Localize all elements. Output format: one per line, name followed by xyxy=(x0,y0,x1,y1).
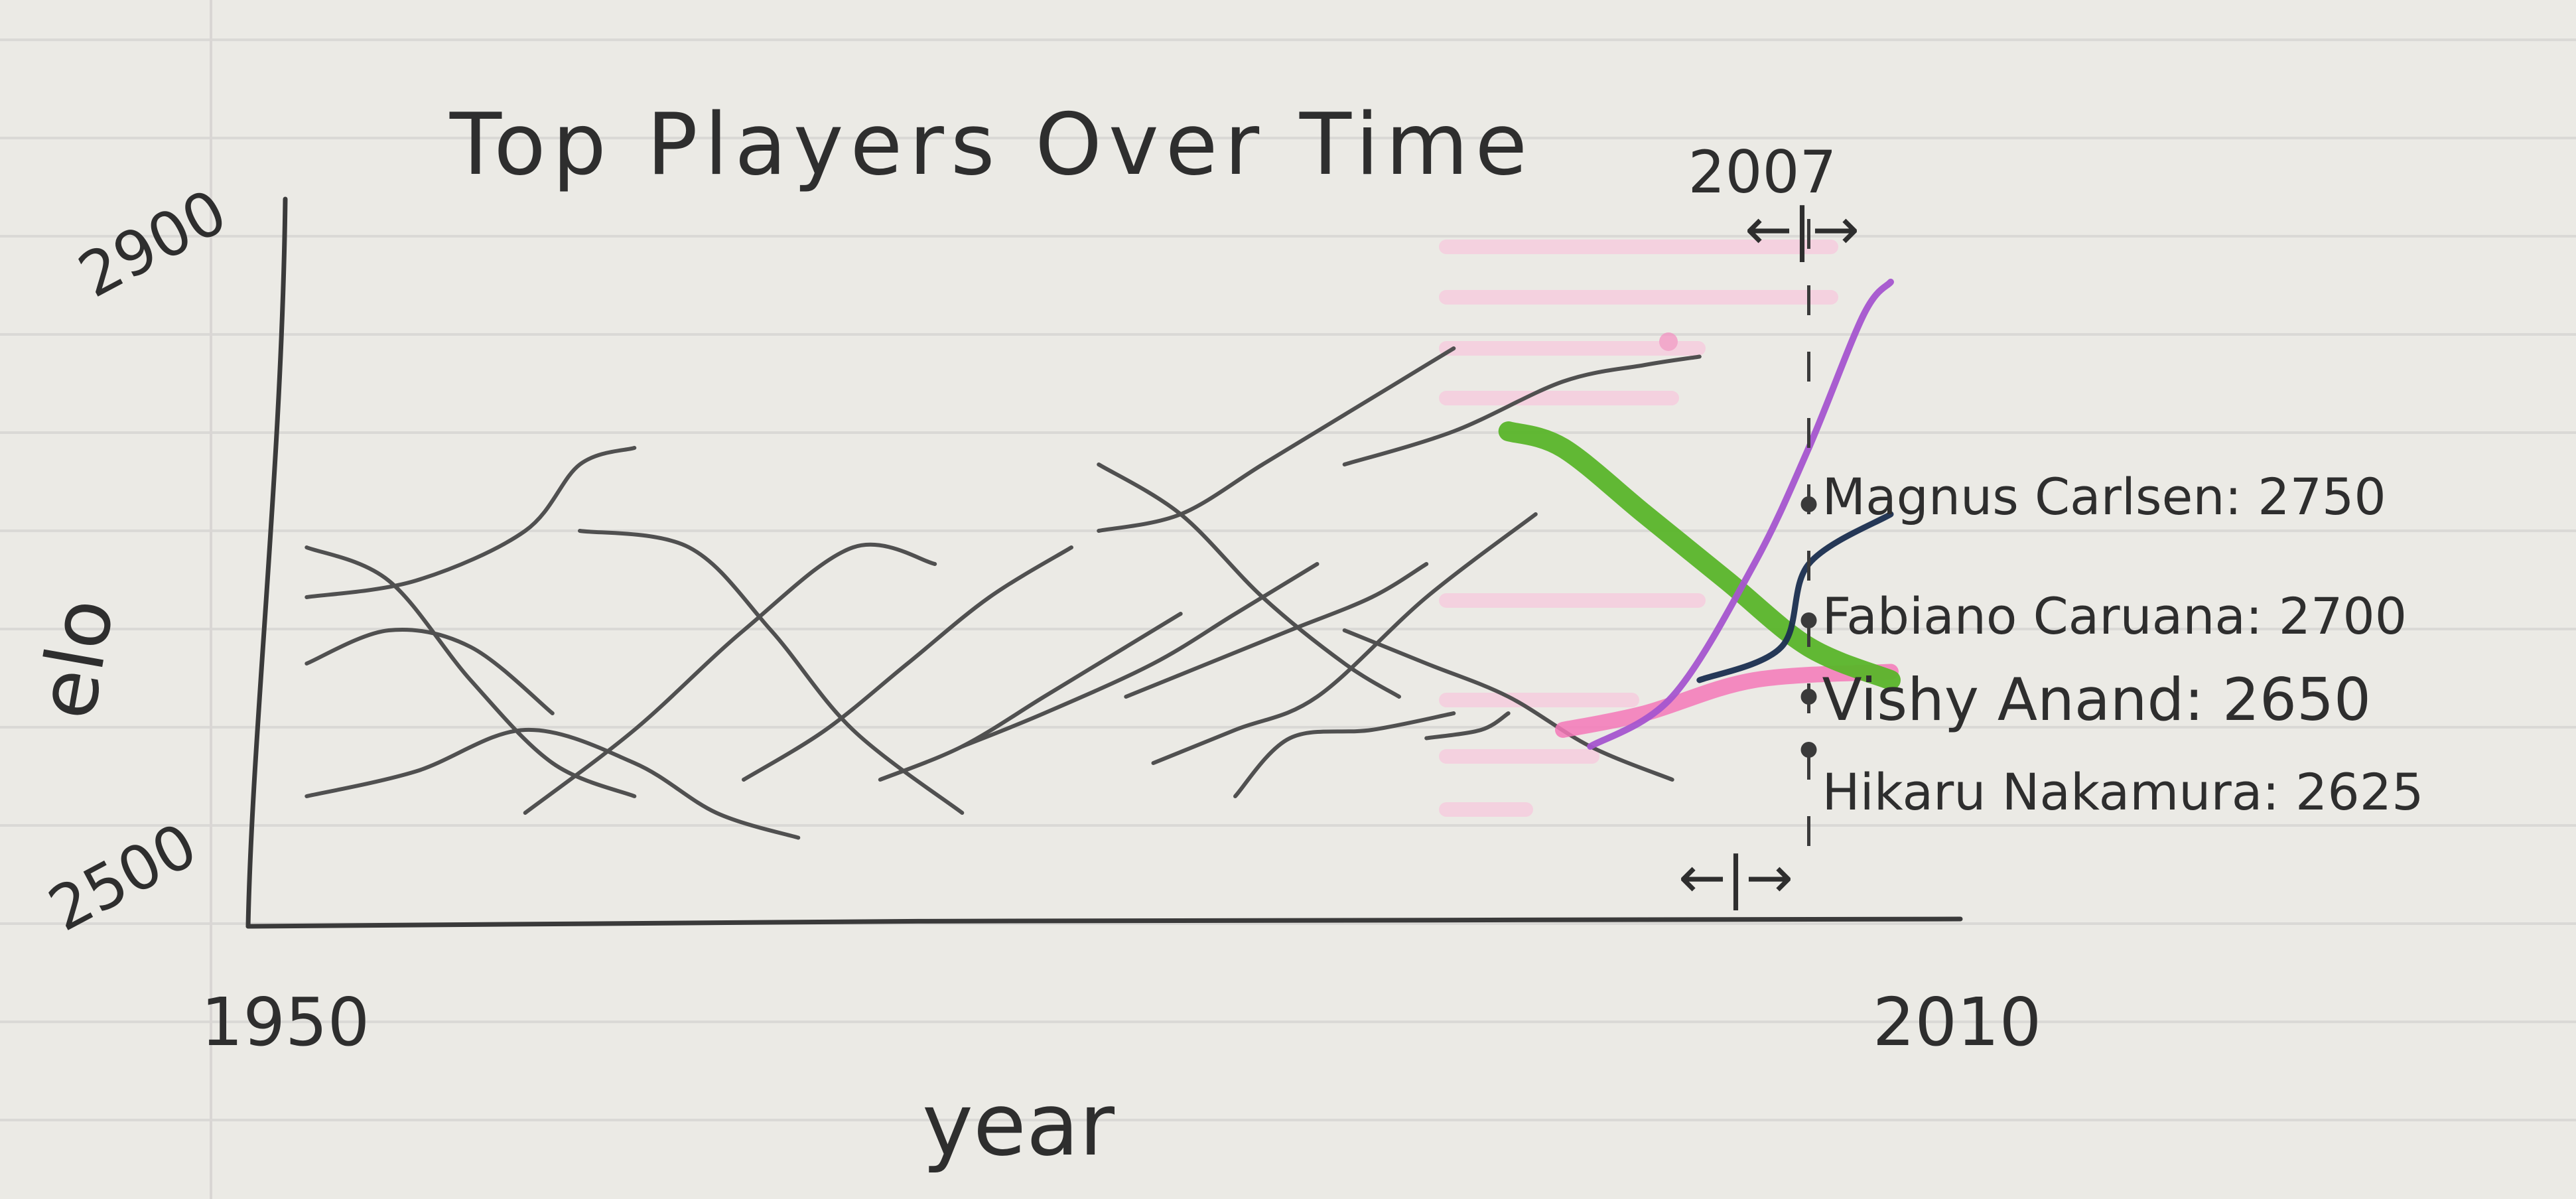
year-marker[interactable]: 2007 ←|→ ←|→ xyxy=(1678,138,1860,911)
marker-dot-magnus-carlsen xyxy=(1800,496,1817,512)
x-tick-left: 1950 xyxy=(201,983,370,1061)
background-series-line-15 xyxy=(1342,628,1674,782)
y-axis-label: elo xyxy=(21,592,132,726)
chart-title: Top Players Over Time xyxy=(449,96,1534,194)
background-series-line-4 xyxy=(305,446,637,599)
pink-underlay xyxy=(1439,240,1838,817)
background-series-line-8 xyxy=(878,612,1183,782)
background-series-line-14 xyxy=(1233,711,1456,798)
series-line-vishy-anand[interactable] xyxy=(1498,421,1901,690)
background-series-line-13 xyxy=(1151,512,1538,765)
year-marker-label: 2007 xyxy=(1688,138,1837,206)
series-label-hikaru-nakamura: Hikaru Nakamura: 2625 xyxy=(1822,762,2424,821)
background-series-line-17 xyxy=(1424,711,1511,741)
background-series-line-5 xyxy=(523,542,937,815)
background-series-line-10 xyxy=(1097,346,1456,533)
background-series-line-12 xyxy=(1124,562,1429,699)
x-axis-label: year xyxy=(922,1074,1115,1175)
x-axis xyxy=(245,916,1963,929)
marker-dot-vishy-anand xyxy=(1800,689,1817,705)
series-label-fabiano-caruana: Fabiano Caruana: 2700 xyxy=(1822,587,2407,646)
background-series-line-7 xyxy=(742,545,1073,782)
series-label-vishy-anand: Vishy Anand: 2650 xyxy=(1822,666,2372,734)
background-series-line-11 xyxy=(1097,462,1401,699)
series-label-magnus-carlsen: Magnus Carlsen: 2750 xyxy=(1822,467,2386,526)
background-series-line-3 xyxy=(305,727,801,840)
ruled-lines xyxy=(0,38,2576,1121)
marker-dot-hikaru-nakamura xyxy=(1800,742,1817,758)
background-series-line-6 xyxy=(578,529,965,815)
background-series-line-2 xyxy=(305,627,555,715)
series-line-fabiano-caruana[interactable] xyxy=(1696,511,1894,683)
x-tick-right: 2010 xyxy=(1873,983,2042,1061)
background-series-line-16 xyxy=(1342,354,1702,466)
series-line-magnus-carlsen[interactable] xyxy=(1587,279,1894,750)
highlight-lines xyxy=(1498,279,1901,750)
background-lines xyxy=(305,346,1702,840)
year-marker-bottom-arrows[interactable]: ←|→ xyxy=(1678,845,1793,911)
y-axis xyxy=(245,196,288,929)
marker-dot-fabiano-caruana xyxy=(1800,612,1817,628)
year-marker-top-arrows[interactable]: ←|→ xyxy=(1745,196,1860,263)
series-labels: Magnus Carlsen: 2750 Fabiano Caruana: 270… xyxy=(1800,467,2424,821)
series-line-hikaru-nakamura[interactable] xyxy=(1555,664,1899,738)
